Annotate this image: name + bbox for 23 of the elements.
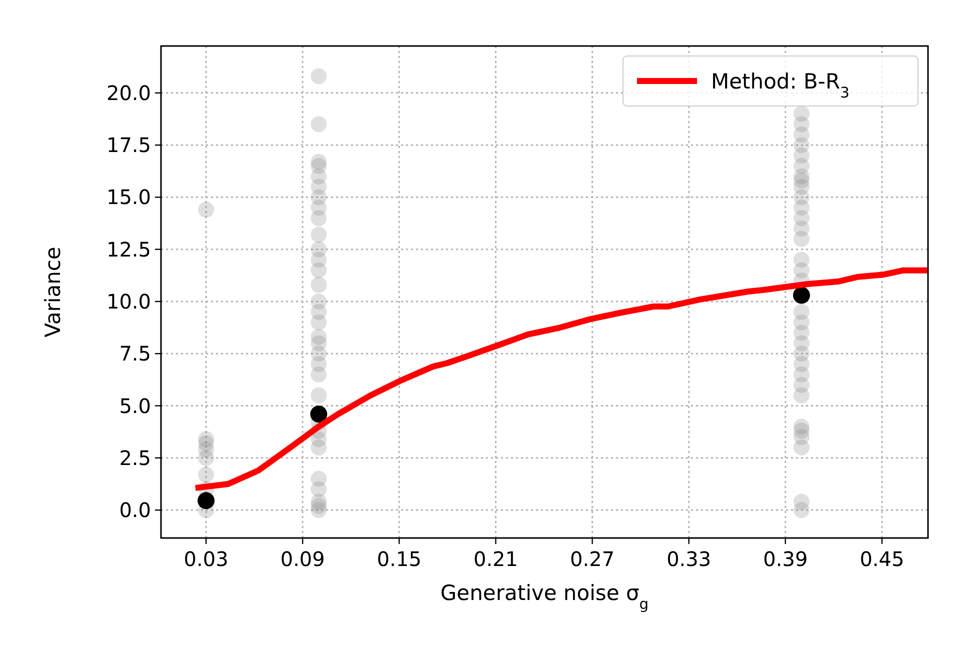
point: [793, 286, 810, 304]
x-tick-label: 0.09: [280, 547, 325, 571]
y-tick-label: 2.5: [119, 446, 151, 470]
y-tick-label: 20.0: [106, 80, 151, 105]
x-tick-label: 0.39: [763, 547, 808, 571]
y-axis-title: Variance: [41, 246, 65, 338]
x-tick-label: 0.27: [570, 547, 615, 571]
x-tick-label: 0.45: [860, 547, 904, 571]
x-tick-label: 0.15: [376, 547, 422, 571]
y-tick-label: 5.0: [119, 394, 151, 418]
y-tick-label: 10.0: [106, 289, 151, 314]
point: [198, 492, 215, 510]
y-tick-label: 7.5: [119, 342, 151, 366]
x-tick-label: 0.33: [666, 547, 712, 571]
x-tick-label: 0.21: [473, 547, 518, 571]
y-tick-label: 0.0: [119, 498, 151, 522]
point: [310, 406, 328, 423]
legend-label: Method: B-R$_{3}$: [711, 69, 850, 101]
x-tick-label: 0.03: [184, 547, 228, 571]
y-tick-label: 12.5: [106, 237, 151, 262]
y-tick-label: 17.5: [106, 133, 151, 158]
y-tick-label: 15.0: [106, 185, 151, 210]
x-axis-title: Generative noise σ$_{g}$: [440, 581, 649, 612]
